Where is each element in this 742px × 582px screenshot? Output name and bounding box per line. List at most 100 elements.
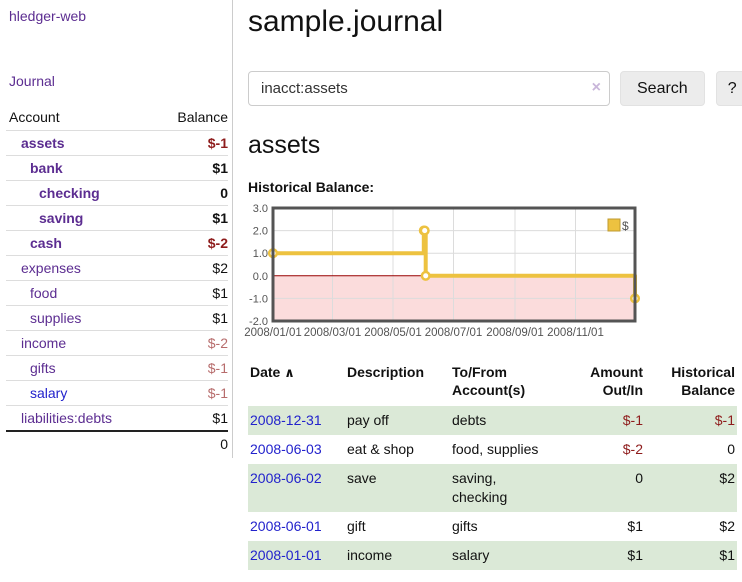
- svg-text:2008/07/01: 2008/07/01: [425, 327, 483, 339]
- account-row: liabilities:debts $1: [6, 405, 228, 430]
- search-bar: × Search ?: [248, 71, 742, 106]
- register-row: 2008-06-03 eat & shop food, supplies $-2 0: [248, 435, 737, 464]
- transaction-amount: $-2: [622, 441, 643, 457]
- transaction-accounts: debts: [450, 406, 550, 435]
- register-row: 2008-01-01 income salary $1 $1: [248, 541, 737, 570]
- sidebar-item-journal[interactable]: Journal: [9, 73, 55, 89]
- transaction-amount: $-1: [550, 406, 645, 435]
- accounts-total: 0: [6, 430, 228, 456]
- sidebar-account-link[interactable]: checking: [39, 185, 100, 201]
- account-balance: $1: [212, 285, 228, 301]
- transaction-accounts: food, supplies: [452, 441, 539, 457]
- register-header-description: Description: [347, 364, 425, 380]
- page-title: sample.journal: [248, 5, 444, 38]
- accounts-rows: assets $-1 bank $1 checking 0 saving $1 cash $-2 e…: [6, 130, 228, 430]
- transaction-accounts: salary: [450, 541, 550, 570]
- register-header-row: Date ∧ Description To/From Account(s) Am…: [248, 363, 737, 406]
- register-header-date[interactable]: Date ∧: [250, 364, 295, 380]
- svg-text:1.0: 1.0: [253, 248, 268, 260]
- transaction-balance: 0: [727, 441, 735, 457]
- account-balance: $1: [212, 310, 228, 326]
- transaction-balance: $-1: [645, 406, 737, 435]
- accounts-table-header: Account Balance: [6, 109, 228, 130]
- account-heading: assets: [248, 131, 321, 159]
- account-row: checking 0: [6, 180, 228, 205]
- transaction-accounts: saving, checking: [450, 464, 550, 512]
- sidebar-account-link[interactable]: expenses: [21, 260, 81, 276]
- svg-text:2008/05/01: 2008/05/01: [364, 327, 422, 339]
- register-header-balance: Historical Balance: [671, 364, 735, 398]
- search-input[interactable]: [248, 71, 610, 106]
- transaction-date-link[interactable]: 2008-01-01: [250, 547, 322, 563]
- sidebar-account-link[interactable]: bank: [30, 160, 63, 176]
- transaction-date-link[interactable]: 2008-06-03: [250, 441, 322, 457]
- account-row: income $-2: [6, 330, 228, 355]
- sidebar-account-link[interactable]: gifts: [30, 360, 56, 376]
- account-balance: $-2: [207, 235, 228, 251]
- account-row: bank $1: [6, 155, 228, 180]
- transaction-date-link[interactable]: 2008-06-01: [250, 518, 322, 534]
- clear-search-icon[interactable]: ×: [591, 79, 601, 96]
- transaction-balance: $2: [645, 464, 737, 512]
- account-balance: 0: [220, 185, 228, 201]
- register-table-body: 2008-12-31 pay off debts $-1 $-1 2008-06-03 ea…: [248, 406, 737, 570]
- transaction-balance: $2: [719, 518, 735, 534]
- transaction-amount: $1: [627, 518, 643, 534]
- sidebar-account-link[interactable]: liabilities:debts: [21, 410, 113, 426]
- main-content: sample.journal × Search ? assets Histori…: [233, 0, 742, 570]
- accounts-table: Account Balance assets $-1 bank $1 checking 0…: [6, 109, 228, 456]
- transaction-amount: 0: [550, 464, 645, 512]
- account-row: cash $-2: [6, 230, 228, 255]
- transaction-description: save: [345, 464, 450, 512]
- brand-link[interactable]: hledger-web: [9, 8, 87, 24]
- account-balance: $-1: [207, 360, 228, 376]
- sidebar-account-link[interactable]: assets: [21, 135, 65, 151]
- sidebar-account-link[interactable]: food: [30, 285, 58, 301]
- transaction-date-link[interactable]: 2008-06-02: [250, 470, 322, 486]
- account-row: saving $1: [6, 205, 228, 230]
- transaction-description: pay off: [345, 406, 450, 435]
- register-table: Date ∧ Description To/From Account(s) Am…: [248, 363, 737, 570]
- legend-label: $: [622, 219, 629, 233]
- historical-balance-chart: $3.0 2.0 1.0 0.0 -1.0 -2.0 2008/01/01 2008/03/0…: [244, 202, 742, 342]
- account-row: expenses $2: [6, 255, 228, 280]
- svg-text:3.0: 3.0: [253, 203, 268, 215]
- chart-label: Historical Balance:: [248, 179, 375, 195]
- svg-text:2008/03/01: 2008/03/01: [304, 327, 362, 339]
- svg-text:-1.0: -1.0: [249, 293, 268, 305]
- svg-text:2008/01/01: 2008/01/01: [244, 327, 302, 339]
- account-balance: $2: [212, 260, 228, 276]
- register-header-amount: Amount Out/In: [590, 364, 643, 398]
- transaction-amount: $1: [550, 541, 645, 570]
- search-input-wrap: ×: [248, 71, 610, 106]
- app-window: hledger-web Journal Account Balance asse…: [6, 0, 742, 570]
- transaction-description: income: [345, 541, 450, 570]
- transaction-accounts: gifts: [452, 518, 478, 534]
- transaction-description: gift: [347, 518, 366, 534]
- help-button[interactable]: ?: [715, 71, 742, 106]
- sidebar-account-link[interactable]: supplies: [30, 310, 82, 326]
- svg-text:2008/11/01: 2008/11/01: [547, 327, 604, 339]
- account-balance: $1: [212, 160, 228, 176]
- legend-swatch: [607, 218, 621, 232]
- sort-ascending-icon: ∧: [284, 365, 295, 380]
- register-header-accounts: To/From Account(s): [452, 364, 526, 398]
- account-row: salary $-1: [6, 380, 228, 405]
- accounts-header-balance: Balance: [177, 109, 228, 125]
- sidebar-account-link[interactable]: cash: [30, 235, 62, 251]
- transaction-date-link[interactable]: 2008-12-31: [250, 412, 322, 428]
- account-row: food $1: [6, 280, 228, 305]
- account-row: supplies $1: [6, 305, 228, 330]
- register-row: 2008-12-31 pay off debts $-1 $-1: [248, 406, 737, 435]
- search-button[interactable]: Search: [620, 71, 705, 106]
- account-balance: $1: [212, 210, 228, 226]
- svg-text:-2.0: -2.0: [249, 316, 268, 328]
- sidebar-account-link[interactable]: income: [21, 335, 67, 351]
- sidebar-account-link[interactable]: salary: [30, 385, 68, 401]
- register-row: 2008-06-01 gift gifts $1 $2: [248, 512, 737, 541]
- svg-text:2008/09/01: 2008/09/01: [486, 327, 544, 339]
- account-balance: $-1: [207, 385, 228, 401]
- sidebar-account-link[interactable]: saving: [39, 210, 84, 226]
- svg-text:0.0: 0.0: [253, 271, 268, 283]
